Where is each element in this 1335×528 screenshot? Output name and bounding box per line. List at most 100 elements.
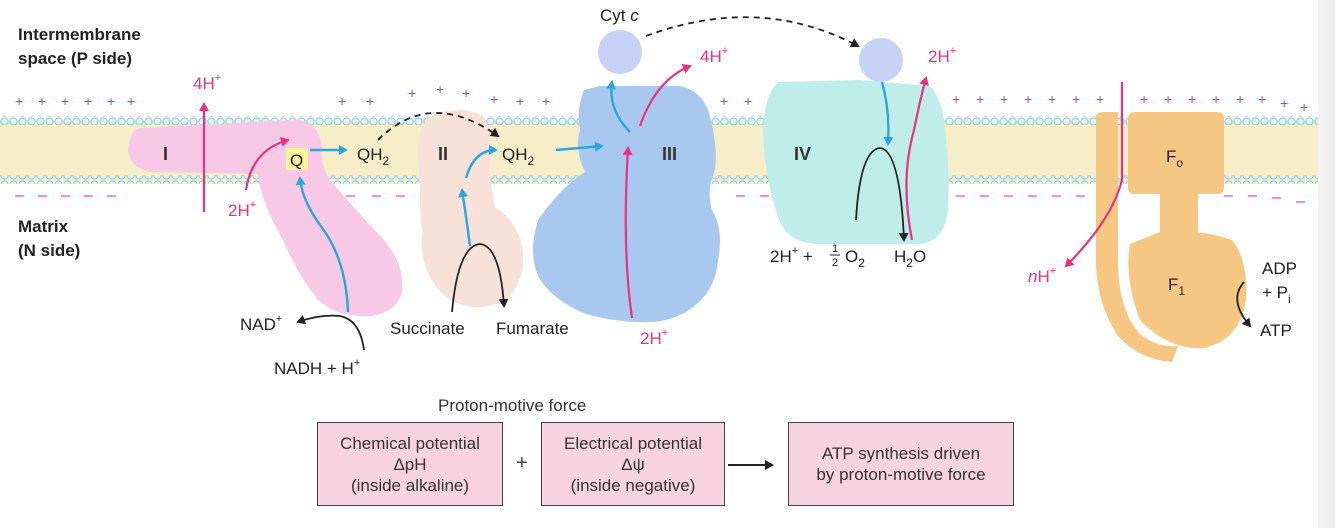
svg-text:+: +: [436, 81, 444, 97]
n-side-label-line2: (N side): [18, 241, 80, 260]
svg-text:–: –: [15, 187, 24, 204]
svg-text:+: +: [84, 93, 92, 109]
adp-label: ADP: [1262, 259, 1297, 278]
electrical-potential-line1: Electrical potential: [564, 433, 702, 453]
svg-text:+: +: [744, 93, 752, 109]
proton-2h-complex-iii: 2H+: [640, 327, 668, 348]
cyt-c-left: [598, 30, 642, 74]
svg-text:+: +: [976, 91, 984, 107]
q-label: Q: [290, 151, 303, 170]
svg-text:+: +: [15, 93, 23, 109]
svg-text:O2: O2: [845, 247, 865, 270]
svg-text:–: –: [372, 187, 381, 204]
proton-4h-complex-i: 4H+: [193, 72, 221, 93]
svg-text:+: +: [1212, 91, 1220, 107]
proton-path-arrows: [199, 64, 1124, 319]
p-side-charges: + + + + + + + + + + + + + + + + + + + + + + + + + + +…: [15, 81, 1308, 115]
p-side-label-line1: Intermembrane: [18, 25, 141, 44]
oxygen-reactant-label: 2H+ + 1 2 O2: [770, 243, 865, 270]
succinate-label: Succinate: [390, 319, 465, 338]
svg-text:+: +: [1188, 91, 1196, 107]
chemical-potential-box: Chemical potential ΔpH (inside alkaline): [317, 422, 503, 506]
atp-synthesis-line2: by proton-motive force: [816, 465, 986, 484]
svg-text:–: –: [980, 187, 989, 204]
svg-text:+: +: [1096, 91, 1104, 107]
atp-synthesis-line1: ATP synthesis driven: [821, 444, 981, 463]
svg-text:–: –: [346, 187, 355, 204]
svg-text:+: +: [490, 91, 498, 107]
svg-text:+: +: [61, 93, 69, 109]
svg-text:–: –: [107, 187, 116, 204]
complex-ii-shape: [418, 110, 524, 308]
pi-label: + Pi: [1262, 283, 1291, 306]
p-side-label-line2: space (P side): [18, 49, 132, 68]
proton-4h-complex-iii: 4H+: [700, 45, 728, 66]
svg-text:–: –: [84, 187, 93, 204]
nadh-label: NADH + H+: [274, 357, 360, 378]
electrical-potential-box: Electrical potential Δψ (inside negative…: [541, 422, 725, 506]
svg-text:+: +: [1258, 91, 1266, 107]
f1-label: F1: [1168, 275, 1185, 298]
svg-text:–: –: [1052, 187, 1061, 204]
svg-text:+: +: [127, 93, 135, 109]
svg-text:+: +: [1072, 91, 1080, 107]
pmf-plus-sign: +: [516, 452, 528, 474]
atp-synthase: [1095, 112, 1247, 362]
svg-text:–: –: [61, 187, 70, 204]
svg-text:–: –: [1004, 187, 1013, 204]
pmf-title: Proton-motive force: [438, 396, 587, 415]
svg-text:1: 1: [832, 243, 838, 255]
chemical-potential-line2: ΔpH: [393, 454, 427, 474]
qh2-label-left: QH2: [357, 145, 390, 168]
proton-nh-atp-synthase: nH+: [1028, 265, 1056, 286]
svg-text:+: +: [1280, 95, 1288, 111]
svg-text:+: +: [516, 93, 524, 109]
svg-text:+: +: [1236, 91, 1244, 107]
svg-text:+: +: [1024, 91, 1032, 107]
complex-iii-label: III: [662, 144, 677, 164]
n-side-label-line1: Matrix: [18, 217, 69, 236]
complex-ii-label: II: [438, 144, 448, 164]
atp-label: ATP: [1260, 321, 1292, 340]
electrical-potential-line3: (inside negative): [570, 475, 696, 495]
svg-text:+: +: [1048, 91, 1056, 107]
substrate-arrows: [296, 147, 1252, 351]
svg-text:–: –: [956, 187, 965, 204]
n-side-charges: – – – – – – – – – – – – – – – – – – – –: [15, 187, 1305, 210]
page-edge-strip: [1318, 0, 1335, 528]
complex-iv-shape: [763, 80, 949, 244]
svg-text:–: –: [38, 187, 47, 204]
proton-2h-complex-iv: 2H+: [928, 45, 956, 66]
cyt-c-right: [859, 38, 903, 82]
svg-text:–: –: [760, 187, 769, 204]
svg-text:–: –: [1296, 193, 1305, 210]
complex-iv-label: IV: [794, 144, 811, 164]
svg-text:+: +: [952, 91, 960, 107]
proton-2h-complex-i: 2H+: [228, 199, 256, 220]
cyt-c-label: Cyt c: [600, 6, 639, 25]
svg-text:+: +: [1000, 91, 1008, 107]
complex-i-label: I: [163, 144, 168, 164]
svg-text:–: –: [1028, 187, 1037, 204]
svg-text:+: +: [107, 93, 115, 109]
qh2-label-right: QH2: [502, 145, 535, 168]
qh2-transfer-arrow: [377, 112, 500, 141]
svg-text:+: +: [462, 85, 470, 101]
atp-synthesis-box: ATP synthesis driven by proton-motive fo…: [788, 422, 1014, 506]
svg-text:+: +: [542, 93, 550, 109]
q-highlight: [286, 148, 308, 170]
svg-text:+: +: [366, 93, 374, 109]
svg-text:–: –: [1272, 189, 1281, 206]
chemical-potential-line1: Chemical potential: [340, 433, 480, 453]
svg-text:–: –: [1076, 187, 1085, 204]
svg-text:–: –: [736, 187, 745, 204]
fo-label: Fo: [1166, 147, 1183, 170]
svg-text:+: +: [408, 85, 416, 101]
svg-text:–: –: [396, 187, 405, 204]
svg-text:2H+ +: 2H+ +: [770, 245, 813, 266]
electron-path-arrows: [295, 80, 894, 313]
svg-text:+: +: [1140, 91, 1148, 107]
complex-i-shape: [128, 120, 403, 317]
svg-text:–: –: [1248, 187, 1257, 204]
